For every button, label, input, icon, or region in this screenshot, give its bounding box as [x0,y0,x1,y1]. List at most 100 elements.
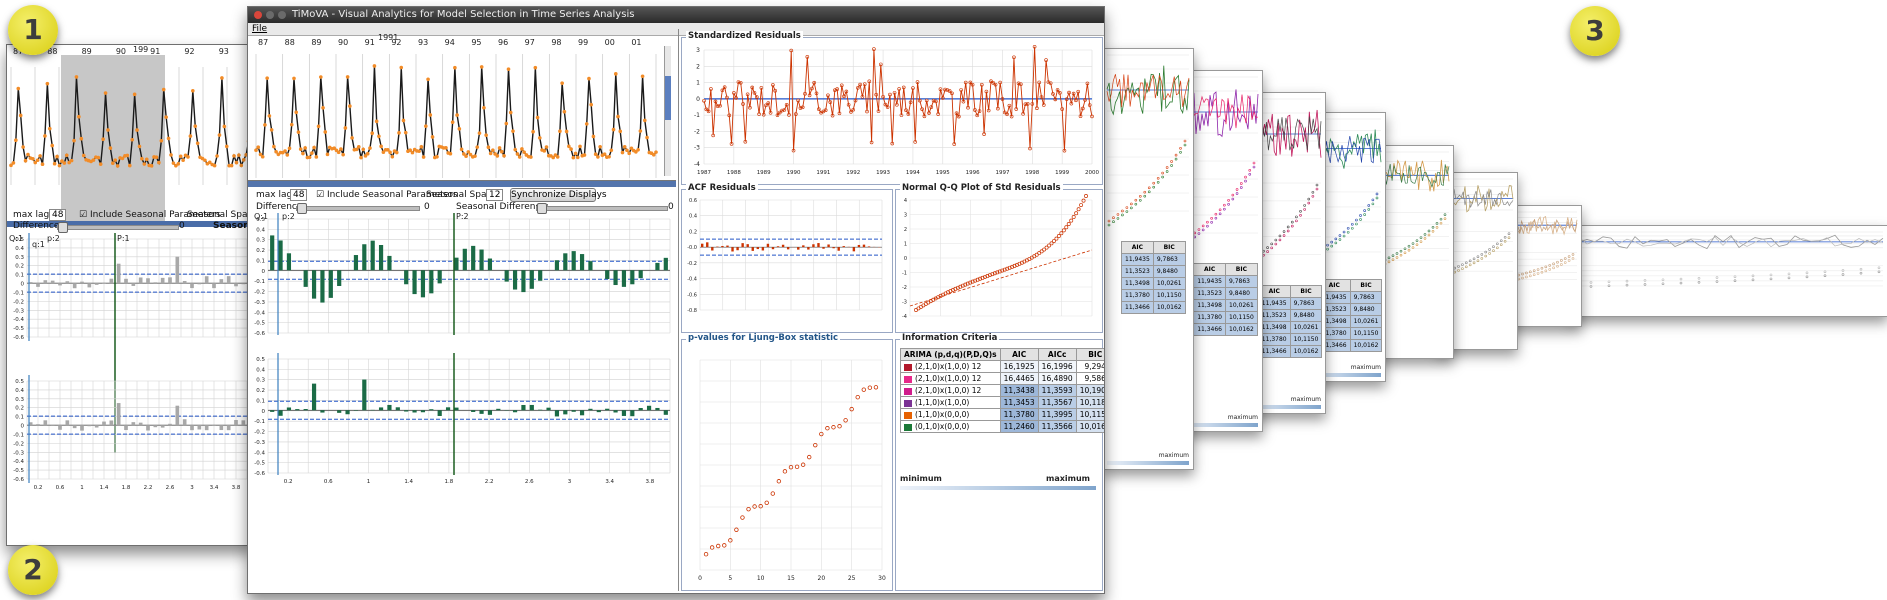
series-point [482,105,486,110]
series-point [361,147,366,152]
series-point [33,160,38,165]
table-row: 11,9435 9,7863 [1121,253,1186,266]
slider-thumb[interactable] [537,203,547,214]
timeseries-vertical-scrollbar[interactable] [664,46,671,176]
minimize-window-button[interactable] [266,11,274,19]
acf-bar [504,270,509,282]
column-header[interactable]: ARIMA (p,d,q)(P,D,Q)s [900,348,1001,361]
difference-slider[interactable] [296,203,420,214]
menu-file[interactable]: File [252,24,268,34]
seasonal-span-input[interactable]: 12 [486,189,504,201]
series-point [96,155,101,160]
criteria-value-cell: 10,0261 [1349,315,1383,328]
y-tick-label: 0.1 [15,273,24,279]
card-qq-point [1134,202,1138,206]
residual-point [732,91,736,95]
acf-bar [462,248,467,271]
left-difference-slider[interactable] [57,222,179,233]
acf-bar [378,407,384,411]
series-point [640,74,645,79]
acf-bar [131,422,136,426]
card-max-label: maximum [1227,414,1258,421]
series-point [312,145,316,150]
residual-point [885,105,890,109]
card-qq-point [1107,219,1111,223]
criteria-value-cell: 11,3466 [1121,301,1154,314]
menu-bar: File [248,23,1104,36]
residual-point [872,47,876,51]
timeseries-chart[interactable] [248,36,666,180]
residual-point [1078,114,1083,119]
series-point [477,131,482,135]
series-point [535,115,540,120]
card-qq-point [1334,237,1338,241]
acf-bar [571,410,576,412]
criteria-value-cell: 16,4465 [999,372,1039,385]
card-qq-point [1278,234,1282,238]
y-tick-label: -3 [694,145,700,152]
qq-point [975,277,980,282]
left-max-lag-input[interactable]: 48 [49,209,67,221]
residual-point [807,93,812,98]
qq-point [1084,194,1088,198]
column-header[interactable]: AICc [1037,348,1077,361]
criteria-value-cell: 10,1152 [1075,408,1104,421]
residual-point [734,96,738,100]
series-point [74,75,79,79]
series-point [573,151,578,156]
residual-point [1058,91,1062,95]
column-header: AIC [1193,263,1226,276]
table-row: 11,3466 10,0162 [1121,301,1186,314]
maximize-window-button[interactable] [278,11,286,19]
qq-point [1010,264,1015,269]
card-qq-point [1411,242,1415,245]
x-tick-label: 1.4 [100,485,109,491]
acf-bar [579,254,585,271]
card-qq-point [1431,225,1435,229]
left-scrollbar[interactable] [7,221,253,227]
residual-point [761,112,766,117]
std-residuals-panel: Standardized Residuals 3 2 1 0 -1 -2 -3 -4 1987 1… [681,31,1103,185]
card-qq-point [1274,242,1278,246]
model-card[interactable]: AIC BIC 11,9435 9,7863 11,3523 9,8480 11,3498 1… [1102,48,1194,470]
seasonal-params-checkbox[interactable]: ☑ Include Seasonal Parameters [316,190,458,200]
info-criteria-table[interactable]: ARIMA (p,d,q)(P,D,Q)s AIC AICc BIC (2,1,0)x(… [900,348,1104,433]
left-timeseries-chart[interactable] [7,45,253,221]
acf-bar [50,280,55,284]
model-card[interactable] [1566,225,1887,317]
left-seasonal-params-checkbox[interactable]: ☑ Include Seasonal Parameters [79,210,221,220]
y-tick-label: 0 [904,256,907,262]
series-point [18,113,23,118]
card-qq-point [1567,255,1571,258]
card-qq-point [1607,284,1611,288]
acf-bar [445,407,451,411]
brush-selection[interactable] [61,55,165,221]
residual-point [1041,103,1046,107]
synchronize-displays-button[interactable]: Synchronize Displays [510,188,607,202]
residual-point [704,107,709,112]
residual-point [1085,81,1090,86]
series-point [98,162,103,166]
qq-point [1049,241,1054,246]
slider-thumb[interactable] [297,203,307,214]
card-qq-point [1464,265,1468,269]
slider-thumb[interactable] [58,222,68,233]
seasonal-difference-slider[interactable] [536,203,668,214]
close-window-button[interactable] [254,11,262,19]
card-qq-point [1492,245,1495,249]
timeseries-horizontal-scrollbar[interactable] [248,181,676,187]
criteria-value-cell: 10,1180 [1075,396,1104,409]
column-header[interactable]: BIC [1075,348,1104,361]
residual-point [1071,91,1076,96]
series-point [408,148,412,152]
max-lag-input[interactable]: 48 [290,189,308,201]
series-point [464,154,468,159]
column-header[interactable]: AIC [999,348,1039,361]
card-diagnostics-chart [1106,54,1190,227]
